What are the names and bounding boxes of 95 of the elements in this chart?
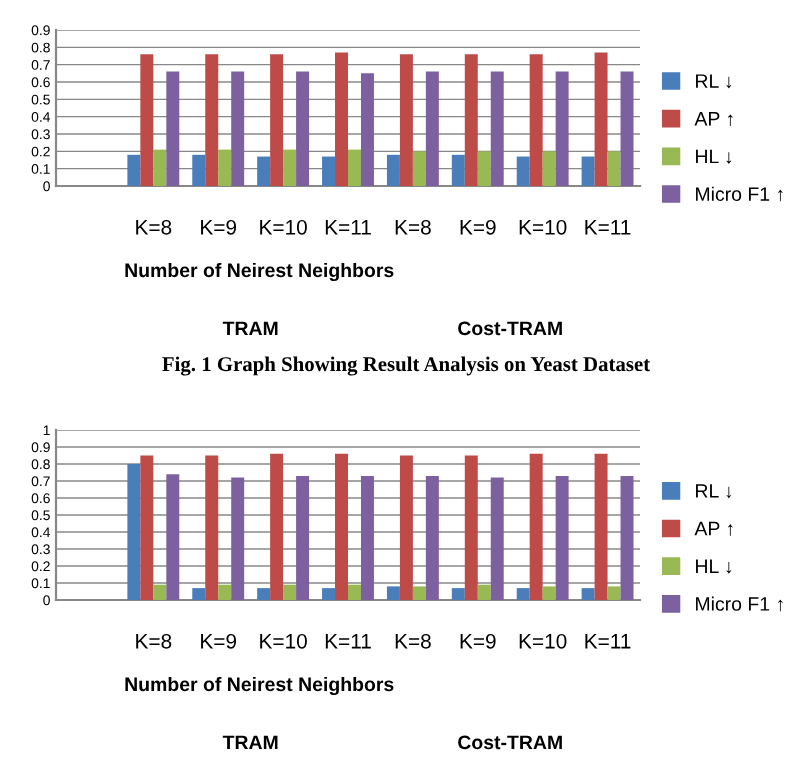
legend-label: HL ↓ xyxy=(696,559,732,574)
bar xyxy=(166,474,180,600)
bar xyxy=(542,151,556,186)
legend-label: RL ↓ xyxy=(696,484,732,499)
bar xyxy=(270,453,284,600)
bar xyxy=(127,154,141,186)
bar xyxy=(140,455,154,600)
bar xyxy=(153,584,167,600)
bar xyxy=(205,455,219,600)
bar xyxy=(594,52,608,186)
bar xyxy=(127,464,141,600)
bar xyxy=(581,156,595,186)
x-tick-label: K=11 xyxy=(585,634,631,649)
bar xyxy=(425,71,439,186)
x-tick-label: K=11 xyxy=(325,634,371,649)
bar xyxy=(283,149,297,186)
bar xyxy=(231,477,245,600)
bar xyxy=(464,54,478,186)
bar xyxy=(581,588,595,600)
bar xyxy=(399,455,413,600)
legend-label: AP ↑ xyxy=(694,521,733,536)
bar xyxy=(490,71,504,186)
bar xyxy=(231,71,245,186)
text: Number of Neirest Neighbors xyxy=(125,262,394,282)
x-tick-label: K=8 xyxy=(395,633,431,649)
x-tick-label: K=10 xyxy=(519,219,567,235)
bar xyxy=(283,584,297,600)
x-tick-label: K=9 xyxy=(460,219,496,235)
bar xyxy=(322,156,336,186)
bar xyxy=(399,54,413,186)
bar xyxy=(205,54,219,186)
legend-label: Micro F1 ↑ xyxy=(696,596,783,612)
x-tick-label: K=11 xyxy=(325,220,371,235)
bar xyxy=(360,73,374,186)
bar xyxy=(594,453,608,600)
bar xyxy=(412,586,426,600)
x-tick-label: K=10 xyxy=(260,633,307,649)
text: Cost-TRAM xyxy=(458,321,562,336)
bar xyxy=(529,453,543,600)
bar xyxy=(607,586,621,600)
bar xyxy=(529,54,543,186)
legend-label: HL ↓ xyxy=(696,149,732,164)
bar xyxy=(153,149,167,186)
bar xyxy=(516,156,530,186)
bar xyxy=(140,54,154,186)
bar xyxy=(464,455,478,600)
bar xyxy=(412,151,426,186)
x-tick-label: K=8 xyxy=(136,219,172,235)
x-tick-label: K=8 xyxy=(395,219,431,235)
x-tick-label: K=9 xyxy=(201,219,237,235)
bar xyxy=(296,475,310,600)
text: Cost-TRAM xyxy=(458,735,562,750)
bar xyxy=(620,71,634,186)
bar xyxy=(348,584,361,600)
bar xyxy=(451,154,465,186)
caption: Fig. 1 Graph Showing Result Analysis on Yeast Dataset xyxy=(162,356,651,376)
text: TRAM xyxy=(222,735,278,750)
x-tick-label: K=9 xyxy=(460,633,496,649)
bar xyxy=(270,54,284,186)
x-tick-label: K=11 xyxy=(585,220,631,235)
bar xyxy=(166,71,180,186)
bar xyxy=(192,154,206,186)
x-tick-label: K=9 xyxy=(201,633,237,649)
legend-label: RL ↓ xyxy=(696,74,732,89)
bar xyxy=(296,71,310,186)
x-tick-label: K=10 xyxy=(519,633,567,649)
bar xyxy=(477,584,491,600)
bar xyxy=(477,151,491,186)
bar xyxy=(607,151,621,186)
bar xyxy=(386,154,400,186)
bar xyxy=(218,149,232,186)
bar xyxy=(386,586,400,600)
text: TRAM xyxy=(222,321,278,336)
bar xyxy=(218,584,232,600)
bar xyxy=(620,475,634,600)
legend-label: AP ↑ xyxy=(694,112,733,127)
bar xyxy=(555,475,569,600)
bar xyxy=(555,71,569,186)
bar xyxy=(335,453,348,600)
bar xyxy=(542,586,556,600)
x-tick-label: K=10 xyxy=(260,219,307,235)
bar xyxy=(451,588,465,600)
bar xyxy=(425,475,439,600)
legend-label: Micro F1 ↑ xyxy=(696,186,783,202)
bar xyxy=(516,588,530,600)
bar xyxy=(348,149,361,186)
bar xyxy=(490,477,504,600)
bar xyxy=(322,588,336,600)
bar xyxy=(257,588,271,600)
x-tick-label: K=8 xyxy=(136,633,172,649)
bar xyxy=(257,156,271,186)
text: Number of Neirest Neighbors xyxy=(125,676,394,696)
bar xyxy=(192,588,206,600)
bar xyxy=(335,52,348,186)
bar xyxy=(360,475,374,600)
